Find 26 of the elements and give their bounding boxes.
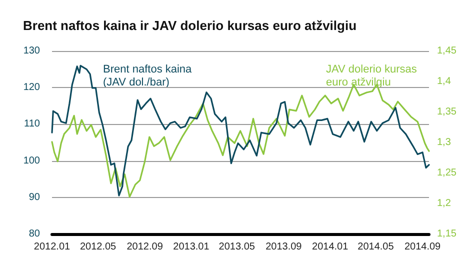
y2-tick-label: 1,3	[437, 137, 452, 148]
y-tick-label: 110	[24, 118, 40, 130]
y-tick-label: 90	[28, 192, 40, 203]
x-tick-label: 2013.09	[266, 242, 302, 252]
x-tick-label: 2014.01	[312, 242, 349, 252]
y2-tick-label: 1,2	[437, 198, 452, 209]
x-tick-label: 2014.05	[358, 242, 394, 252]
x-tick-label: 2014.09	[404, 242, 442, 252]
y-tick-label: 100	[23, 155, 40, 166]
y2-tick-label: 1,25	[437, 168, 457, 178]
chart-title: Brent naftos kaina ir JAV dolerio kursas euro atžvilgiu	[23, 18, 357, 33]
series-label: JAV dolerio kursas euro atžvilgiu	[326, 64, 420, 88]
y2-tick-label: 1,4	[437, 76, 452, 87]
y2-tick-label: 1,45	[437, 46, 457, 56]
x-tick-label: 2012.01	[34, 242, 71, 252]
series-label: Brent naftos kaina (JAV dol./bar)	[103, 64, 195, 88]
x-tick-label: 2013.05	[218, 242, 256, 252]
y2-tick-label: 1,35	[437, 106, 457, 118]
y-tick-label: 130	[23, 46, 40, 56]
x-tick-label: 2012.09	[126, 242, 164, 252]
x-tick-label: 2013.01	[173, 242, 210, 252]
y-tick-label: 120	[23, 82, 40, 94]
x-tick-label: 2012.05	[80, 242, 117, 252]
line-series	[51, 64, 430, 196]
y2-tick-label: 1,15	[437, 228, 457, 240]
y-tick-label: 80	[28, 228, 40, 240]
